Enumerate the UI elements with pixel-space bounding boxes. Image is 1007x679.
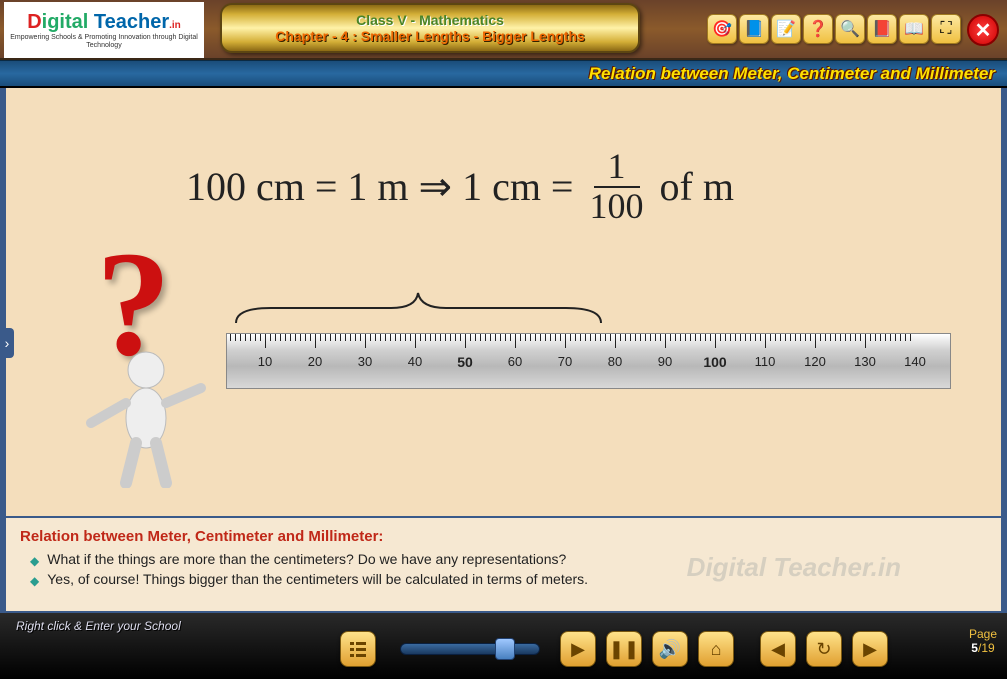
- home-button[interactable]: ⌂: [698, 631, 734, 667]
- brace-icon: [231, 288, 606, 328]
- logo-title: Digital Teacher.in: [27, 11, 181, 34]
- ruler-tick-label: 50: [457, 354, 473, 370]
- fraction-denominator: 100: [590, 188, 644, 224]
- ruler-tick-label: 20: [308, 354, 322, 369]
- class-title: Class V - Mathematics: [356, 12, 504, 28]
- formula: 100 cm = 1 m ⇒ 1 cm = 1 100 of m: [186, 148, 734, 224]
- logo: Digital Teacher.in Empowering Schools & …: [4, 2, 204, 58]
- content-area: › 100 cm = 1 m ⇒ 1 cm = 1 100 of m ? 10 2…: [0, 88, 1007, 613]
- formula-left: 100 cm = 1 m: [186, 163, 409, 210]
- dictionary-icon[interactable]: 📕: [867, 14, 897, 44]
- ruler-tick-label: 60: [508, 354, 522, 369]
- toc-button[interactable]: [340, 631, 376, 667]
- target-icon[interactable]: 🎯: [707, 14, 737, 44]
- ruler: 10 20 30 40 50 60 70 80 90 100 110 120 130 140: [226, 333, 951, 389]
- fraction: 1 100: [590, 148, 644, 224]
- question-figure: ?: [66, 258, 226, 458]
- control-bar: Right click & Enter your School ▶ ❚❚ 🔊 ⌂…: [0, 613, 1007, 679]
- pause-button[interactable]: ❚❚: [606, 631, 642, 667]
- nav-controls: ◀ ↻ ▶: [760, 631, 888, 667]
- glossary-icon[interactable]: 📖: [899, 14, 929, 44]
- close-button[interactable]: ✕: [967, 14, 999, 46]
- replay-button[interactable]: ↻: [806, 631, 842, 667]
- app-header: Digital Teacher.in Empowering Schools & …: [0, 0, 1007, 60]
- ruler-tick-label: 100: [703, 354, 726, 370]
- ruler-tick-label: 110: [755, 354, 776, 369]
- page-total: 19: [981, 641, 994, 655]
- page-label: Page: [969, 627, 997, 641]
- page-current: 5: [971, 641, 978, 655]
- next-button[interactable]: ▶: [852, 631, 888, 667]
- ruler-tick-label: 120: [804, 354, 826, 369]
- book-icon[interactable]: 📘: [739, 14, 769, 44]
- fullscreen-icon[interactable]: ⛶: [931, 14, 961, 44]
- ruler-tick-label: 140: [904, 354, 926, 369]
- stick-figure-icon: [76, 348, 216, 488]
- formula-right-prefix: 1 cm =: [462, 163, 573, 210]
- bullet-icon: ◆: [30, 574, 39, 588]
- explanation-panel: Digital Teacher.in Relation between Mete…: [6, 516, 1001, 613]
- header-toolbar: 🎯 📘 📝 ❓ 🔍 📕 📖 ⛶ ✕: [707, 14, 999, 46]
- search-icon[interactable]: 🔍: [835, 14, 865, 44]
- side-drawer-toggle[interactable]: ›: [0, 328, 14, 358]
- playback-controls: ▶ ❚❚ 🔊 ⌂: [560, 631, 734, 667]
- prev-button[interactable]: ◀: [760, 631, 796, 667]
- topic-title: Relation between Meter, Centimeter and M…: [589, 64, 995, 84]
- page-indicator: Page 5/19: [969, 627, 997, 655]
- chapter-plaque: Class V - Mathematics Chapter - 4 : Smal…: [220, 3, 640, 53]
- chapter-title: Chapter - 4 : Smaller Lengths - Bigger L…: [275, 28, 585, 44]
- formula-right-suffix: of m: [660, 163, 734, 210]
- ruler-tick-label: 80: [608, 354, 622, 369]
- bullet-1-text: What if the things are more than the cen…: [47, 551, 566, 567]
- fraction-numerator: 1: [594, 148, 640, 188]
- progress-thumb[interactable]: [495, 638, 515, 660]
- ruler-tick-label: 30: [358, 354, 372, 369]
- watermark: Digital Teacher.in: [687, 552, 901, 583]
- notes-icon[interactable]: 📝: [771, 14, 801, 44]
- logo-tagline: Empowering Schools & Promoting Innovatio…: [4, 34, 204, 49]
- ruler-tick-label: 130: [854, 354, 876, 369]
- implies-arrow: ⇒: [419, 163, 453, 210]
- ruler-tick-label: 70: [558, 354, 572, 369]
- school-hint: Right click & Enter your School: [16, 619, 181, 633]
- play-button[interactable]: ▶: [560, 631, 596, 667]
- topic-strip: Relation between Meter, Centimeter and M…: [0, 60, 1007, 88]
- ruler-tick-label: 90: [658, 354, 672, 369]
- ruler-tick-label: 10: [258, 354, 272, 369]
- bullet-icon: ◆: [30, 554, 39, 568]
- panel-heading: Relation between Meter, Centimeter and M…: [20, 528, 987, 545]
- ruler-tick-label: 40: [408, 354, 422, 369]
- toc-controls: [340, 631, 376, 667]
- bullet-2-text: Yes, of course! Things bigger than the c…: [47, 571, 588, 587]
- audio-button[interactable]: 🔊: [652, 631, 688, 667]
- help-icon[interactable]: ❓: [803, 14, 833, 44]
- progress-slider[interactable]: [400, 643, 540, 655]
